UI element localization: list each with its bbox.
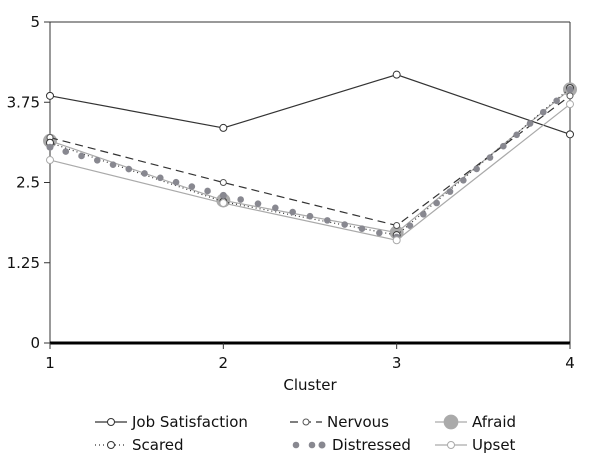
plot-area [49, 21, 571, 345]
upset-marker [46, 156, 54, 165]
distressed-line-dot [358, 225, 366, 233]
distressed-line-dot [78, 152, 85, 160]
upset-marker [219, 199, 228, 208]
job-satisfaction-marker [392, 70, 401, 79]
distressed-line-dot [172, 178, 180, 186]
legend-item-upset: Upset [435, 436, 516, 454]
series-nervous [46, 92, 574, 230]
afraid-marker [443, 414, 459, 430]
distressed-line-dot [446, 188, 454, 195]
legend-label-afraid: Afraid [472, 413, 516, 431]
x-tick-label: 2 [219, 354, 229, 372]
y-tick-label: 3.75 [7, 93, 40, 111]
distressed-line-dot [341, 221, 348, 228]
distressed-line-dot [324, 217, 331, 224]
distressed-line-dot [460, 176, 467, 184]
nervous-marker [219, 179, 227, 186]
y-axis: 0 1.25 2.5 3.75 5 [7, 13, 50, 352]
distressed-line-dot [376, 229, 383, 237]
distressed-line-dot [473, 165, 480, 173]
distressed-line-dot [433, 199, 440, 207]
legend-item-scared: Scared [95, 436, 184, 454]
distressed-line-dot [272, 204, 279, 212]
nervous-marker [302, 418, 310, 426]
distressed-line-dot [500, 142, 507, 150]
upset-marker [392, 236, 401, 245]
distressed-line-dot [141, 170, 148, 177]
nervous-line [49, 95, 571, 227]
distressed-marker [46, 143, 54, 151]
legend-label-scared: Scared [132, 436, 184, 454]
y-tick-label: 5 [30, 13, 40, 31]
distressed-marker [219, 191, 227, 199]
distressed-line-dot [204, 187, 211, 195]
legend-swatch-dot [292, 441, 300, 449]
distressed-line-dot [93, 157, 101, 164]
upset-line [49, 103, 571, 241]
y-tick-label: 0 [30, 334, 40, 352]
scared-marker [107, 441, 115, 449]
distressed-line-dot [157, 174, 164, 182]
legend-item-afraid: Afraid [435, 413, 516, 431]
distressed-line-dot [420, 211, 427, 218]
job-satisfaction-marker [107, 418, 115, 426]
distressed-line-dot [406, 222, 414, 230]
legend-label-distressed: Distressed [332, 436, 411, 454]
distressed-marker [566, 85, 574, 93]
x-tick-label: 1 [45, 354, 55, 372]
series-distressed [46, 85, 574, 241]
distressed-line-dot [237, 196, 244, 203]
nervous-marker [393, 222, 401, 230]
nervous-marker [566, 92, 574, 100]
x-axis-title: Cluster [283, 376, 337, 394]
job-satisfaction-marker [566, 130, 574, 139]
distressed-line-dot [125, 165, 133, 173]
legend-item-job-satisfaction: Job Satisfaction [95, 413, 248, 431]
job-satisfaction-marker [219, 123, 228, 132]
distressed-line-dot [62, 148, 70, 155]
legend-item-distressed: Distressed [292, 436, 411, 454]
legend-swatch-dot [308, 441, 316, 449]
distressed-line-dot [553, 97, 560, 105]
distressed-line-dot [306, 212, 314, 220]
distressed-line-dot [526, 120, 534, 127]
distressed-line-dot [254, 200, 262, 207]
job-satisfaction-marker [46, 91, 54, 100]
distressed-line-dot [109, 161, 117, 168]
upset-marker [566, 100, 574, 109]
distressed-line-dot [513, 131, 520, 139]
distressed-line-dot [188, 183, 196, 190]
distressed-marker [318, 441, 326, 449]
distressed-line-dot [289, 208, 296, 216]
x-tick-label: 4 [565, 354, 575, 372]
upset-marker [447, 441, 455, 449]
series-layer [43, 70, 577, 245]
x-tick-label: 3 [392, 354, 402, 372]
legend-label-job-satisfaction: Job Satisfaction [131, 413, 248, 431]
series-upset [46, 100, 574, 245]
x-axis: 1 2 3 4 [45, 343, 575, 372]
legend: Job Satisfaction Nervous Afraid Scared Distr… [95, 413, 516, 454]
legend-label-nervous: Nervous [327, 413, 389, 431]
distressed-line-dot [540, 108, 547, 116]
distressed-line-dot [486, 154, 494, 161]
job-satisfaction-line [49, 74, 571, 135]
y-tick-label: 2.5 [16, 174, 40, 192]
legend-label-upset: Upset [472, 436, 516, 454]
series-job-satisfaction [46, 70, 574, 139]
legend-item-nervous: Nervous [290, 413, 389, 431]
y-tick-label: 1.25 [7, 254, 40, 272]
